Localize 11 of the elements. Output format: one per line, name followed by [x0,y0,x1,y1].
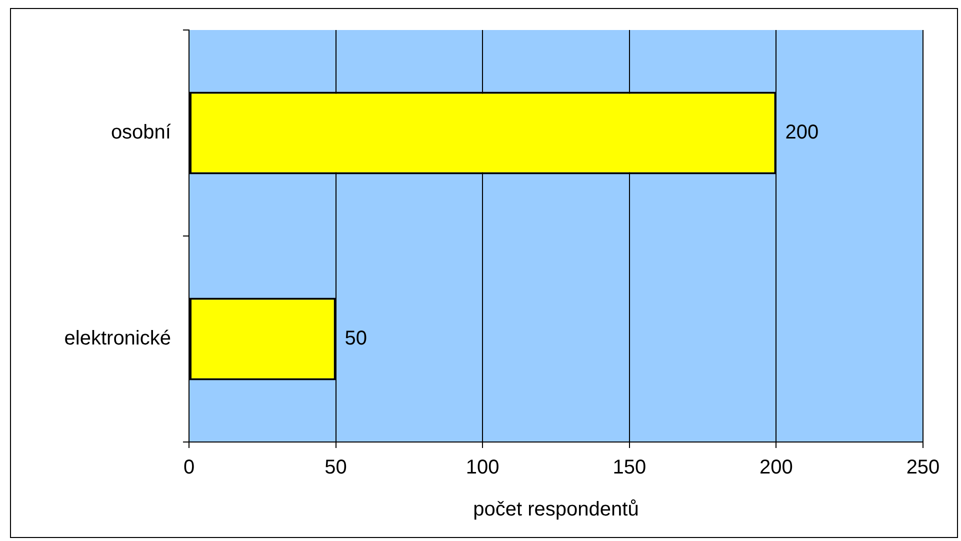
x-tick-label: 250 [906,456,940,479]
x-tick-label: 100 [466,456,500,479]
x-tick-label: 0 [183,456,195,479]
x-tick-label: 150 [612,456,646,479]
x-axis-title: počet respondentů [473,498,639,521]
y-tick-label: osobní [110,122,172,144]
x-tick-label: 200 [760,456,793,479]
data-label: 200 [785,122,819,144]
data-label: 50 [344,328,368,350]
x-tick-label: 50 [324,456,347,479]
y-tick-label: elektronické [64,328,171,350]
